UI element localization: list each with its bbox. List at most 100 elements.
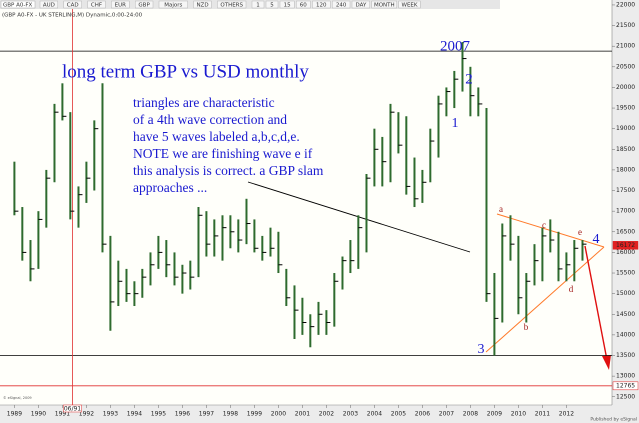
toolbar-button[interactable] bbox=[279, 0, 295, 9]
arrow-head bbox=[602, 355, 611, 370]
x-tick-label: 2001 bbox=[295, 411, 310, 418]
wave-label: b bbox=[524, 322, 529, 332]
x-tick-label: 1999 bbox=[247, 411, 262, 418]
wave-label: d bbox=[569, 284, 574, 294]
x-tick-label: 2006 bbox=[415, 411, 430, 418]
toolbar bbox=[0, 0, 500, 9]
toolbar-button-label[interactable]: GBP bbox=[138, 3, 150, 9]
y-tick-label: 14500 bbox=[616, 311, 635, 318]
x-tick-label: 2000 bbox=[271, 411, 286, 418]
date-tag-label: 06/91 bbox=[64, 406, 81, 413]
toolbar-button[interactable] bbox=[296, 0, 311, 9]
x-tick-label: 2005 bbox=[391, 411, 406, 418]
copyright: © eSignal, 2009 bbox=[3, 396, 32, 400]
y-tick-label: 14000 bbox=[616, 331, 635, 338]
toolbar-button[interactable] bbox=[312, 0, 331, 9]
y-tick-label: 18000 bbox=[616, 166, 635, 173]
y-tick-label: 18500 bbox=[616, 146, 635, 153]
y-tick-label: 22000 bbox=[616, 1, 635, 8]
x-tick-label: 1993 bbox=[103, 411, 118, 418]
y-tick-label: 17000 bbox=[616, 208, 635, 215]
x-tick-label: 1992 bbox=[79, 411, 94, 418]
y-tick-label: 15500 bbox=[616, 270, 635, 277]
annotation-line: NOTE we are finishing wave e if bbox=[133, 146, 313, 161]
triangle-lower bbox=[485, 246, 605, 353]
wave-label: 2 bbox=[465, 71, 473, 87]
toolbar-button-label[interactable]: MONTH bbox=[374, 3, 395, 9]
x-tick-label: 2004 bbox=[367, 411, 382, 418]
y-tick-label: 13000 bbox=[616, 373, 635, 380]
toolbar-button[interactable] bbox=[332, 0, 351, 9]
toolbar-button[interactable] bbox=[251, 0, 265, 9]
x-tick-label: 2002 bbox=[319, 411, 334, 418]
toolbar-button-label[interactable]: 1 bbox=[256, 3, 260, 9]
toolbar-button-label[interactable]: DAY bbox=[355, 3, 366, 9]
toolbar-button[interactable] bbox=[87, 0, 106, 9]
toolbar-button[interactable] bbox=[63, 0, 82, 9]
toolbar-button[interactable] bbox=[371, 0, 397, 9]
annotation-line: have 5 waves labeled a,b,c,d,e. bbox=[133, 129, 300, 144]
toolbar-button-label[interactable]: OTHERS bbox=[220, 3, 243, 9]
toolbar-button-label[interactable]: 120 bbox=[316, 3, 327, 9]
symbol-box[interactable] bbox=[0, 0, 36, 9]
toolbar-button[interactable] bbox=[217, 0, 247, 9]
x-tick-label: 1996 bbox=[175, 411, 190, 418]
toolbar-button[interactable] bbox=[193, 0, 212, 9]
y-tick-label: 16500 bbox=[616, 228, 635, 235]
toolbar-button[interactable] bbox=[351, 0, 370, 9]
toolbar-button-label[interactable]: AUD bbox=[43, 3, 55, 9]
toolbar-button[interactable] bbox=[158, 0, 188, 9]
toolbar-button-label[interactable]: 240 bbox=[336, 3, 347, 9]
toolbar-button-label[interactable]: 60 bbox=[300, 3, 307, 9]
toolbar-button-label[interactable]: Majors bbox=[164, 3, 182, 9]
toolbar-button-label[interactable]: NZD bbox=[196, 3, 208, 9]
x-tick-label: 2009 bbox=[487, 411, 502, 418]
wave-label: 3 bbox=[478, 342, 485, 357]
y-tick-label: 16000 bbox=[616, 249, 635, 256]
x-tick-label: 2007 bbox=[439, 411, 454, 418]
y-axis-panel bbox=[612, 0, 639, 423]
annotation-line: of a 4th wave correction and bbox=[133, 112, 287, 127]
y-tick-label: 21500 bbox=[616, 22, 635, 29]
toolbar-button-label[interactable]: WEEK bbox=[402, 3, 418, 9]
x-tick-label: 1997 bbox=[199, 411, 214, 418]
y-tick-label: 20500 bbox=[616, 63, 635, 70]
annotation-line: triangles are characteristic bbox=[133, 95, 275, 110]
x-tick-label: 1995 bbox=[151, 411, 166, 418]
price-tag-label: 12765 bbox=[616, 382, 635, 389]
wave-label: c bbox=[542, 220, 546, 230]
x-tick-label: 1989 bbox=[7, 411, 22, 418]
toolbar-button[interactable] bbox=[39, 0, 58, 9]
y-tick-label: 21000 bbox=[616, 43, 635, 50]
x-tick-label: 1991 bbox=[55, 411, 70, 418]
toolbar-button-label[interactable]: CAD bbox=[67, 3, 79, 9]
y-tick-label: 19500 bbox=[616, 105, 635, 112]
y-tick-label: 13500 bbox=[616, 352, 635, 359]
x-tick-label: 2012 bbox=[559, 411, 574, 418]
toolbar-button[interactable] bbox=[265, 0, 279, 9]
publisher: Published by eSignal bbox=[590, 417, 637, 423]
toolbar-button-label[interactable]: EUR bbox=[115, 3, 127, 9]
y-tick-label: 20000 bbox=[616, 84, 635, 91]
wave-label: a bbox=[499, 204, 503, 214]
x-tick-label: 1990 bbox=[31, 411, 46, 418]
toolbar-button-label[interactable]: 5 bbox=[270, 3, 274, 9]
symbol: GBP A0-FX bbox=[3, 3, 33, 9]
date-tag bbox=[63, 404, 82, 413]
y-tick-label: 12500 bbox=[616, 393, 635, 400]
toolbar-button[interactable] bbox=[111, 0, 130, 9]
wave-label: e bbox=[578, 227, 582, 237]
annotation-line: this analysis is correct. a GBP slam bbox=[133, 163, 324, 178]
price-tag-label: 16172 bbox=[616, 242, 635, 249]
toolbar-button-label[interactable]: 15 bbox=[284, 3, 291, 9]
x-tick-label: 1994 bbox=[127, 411, 142, 418]
toolbar-button-label[interactable]: CHF bbox=[91, 3, 102, 9]
toolbar-button[interactable] bbox=[134, 0, 154, 9]
x-tick-label: 1998 bbox=[223, 411, 238, 418]
toolbar-button[interactable] bbox=[398, 0, 421, 9]
wave-label: 2007 bbox=[440, 38, 471, 54]
x-tick-label: 2008 bbox=[463, 411, 478, 418]
annotation-line: approaches ... bbox=[133, 180, 207, 195]
x-axis-panel bbox=[0, 405, 612, 423]
